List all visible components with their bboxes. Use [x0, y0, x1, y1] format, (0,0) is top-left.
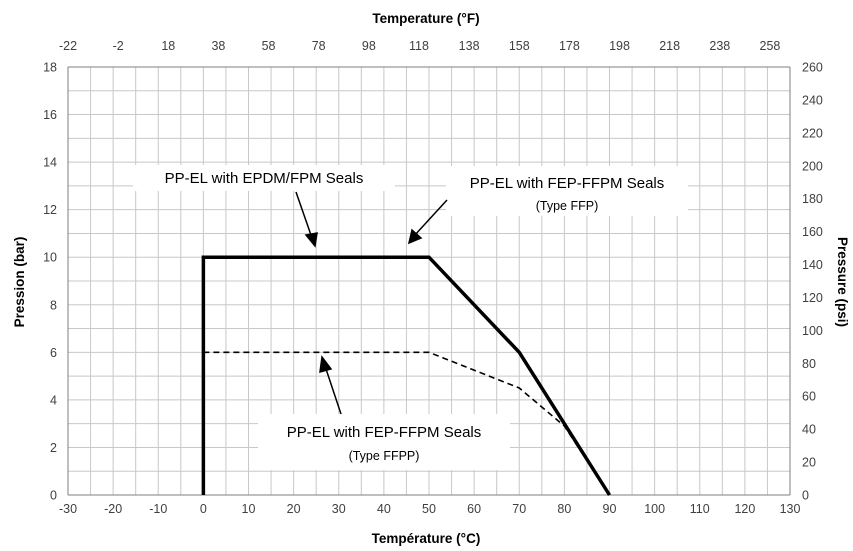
y-tick-label: 8	[50, 298, 57, 312]
x-tick-label: 70	[512, 502, 526, 516]
y2-axis-title: Pressure (psi)	[835, 237, 850, 327]
x2-tick-label: 218	[659, 39, 680, 53]
y2-tick-label: 80	[802, 357, 816, 371]
x-tick-label: -30	[59, 502, 77, 516]
x-tick-label: 90	[603, 502, 617, 516]
x-tick-label: 30	[332, 502, 346, 516]
y-tick-label: 6	[50, 346, 57, 360]
x2-tick-label: 38	[211, 39, 225, 53]
x2-axis-title: Temperature (°F)	[372, 11, 479, 26]
arrow-2-head	[407, 228, 423, 245]
y2-tick-label: 260	[802, 61, 823, 75]
x2-tick-label: 98	[362, 39, 376, 53]
arrow-3-head	[319, 355, 333, 374]
callout-fep-ffpm-ffp: PP-EL with FEP-FFPM Seals (Type FFP)	[446, 166, 688, 216]
x-tick-label: 20	[287, 502, 301, 516]
arrow-2	[413, 199, 448, 237]
callout-box	[258, 414, 510, 470]
callout-label: PP-EL with EPDM/FPM Seals	[165, 170, 364, 187]
x-tick-label: 120	[734, 502, 755, 516]
y2-tick-label: 120	[802, 291, 823, 305]
x-tick-label: 60	[467, 502, 481, 516]
x-tick-label: 40	[377, 502, 391, 516]
x-tick-label: 50	[422, 502, 436, 516]
y2-tick-label: 240	[802, 93, 823, 107]
callout-label: PP-EL with FEP-FFPM Seals	[287, 424, 482, 441]
x-tick-label: 10	[242, 502, 256, 516]
callout-fep-ffpm-ffpp: PP-EL with FEP-FFPM Seals (Type FFPP)	[258, 414, 510, 470]
x2-tick-label: 258	[760, 39, 781, 53]
x-tick-label: 0	[200, 502, 207, 516]
series-line-solid	[201, 255, 611, 496]
series-layer	[201, 255, 611, 496]
x-tick-label: 100	[644, 502, 665, 516]
y-tick-label: 0	[50, 489, 57, 503]
x-tick-label: -20	[104, 502, 122, 516]
arrow-1	[295, 191, 313, 239]
x2-tick-label: 198	[609, 39, 630, 53]
x2-tick-label: -2	[113, 39, 124, 53]
callout-sublabel: (Type FFPP)	[349, 449, 420, 463]
x2-tick-label: 58	[262, 39, 276, 53]
arrow-1-head	[304, 232, 318, 248]
y2-tick-label: 20	[802, 456, 816, 470]
callout-box	[133, 165, 395, 191]
y2-tick-label: 160	[802, 225, 823, 239]
y-tick-label: 4	[50, 393, 57, 407]
x2-tick-label: 238	[709, 39, 730, 53]
x-tick-label: -10	[149, 502, 167, 516]
x-tick-label: 130	[780, 502, 801, 516]
y-axis-title: Pression (bar)	[12, 237, 27, 328]
y2-tick-label: 180	[802, 192, 823, 206]
y2-tick-label: 200	[802, 159, 823, 173]
y-tick-label: 18	[43, 61, 57, 75]
x2-tick-label: 178	[559, 39, 580, 53]
y-tick-label: 12	[43, 203, 57, 217]
y-tick-label: 16	[43, 108, 57, 122]
y-tick-label: 14	[43, 156, 57, 170]
series-line-dashed	[203, 351, 611, 496]
y2-tick-label: 40	[802, 423, 816, 437]
callout-arrows	[295, 191, 448, 415]
x-axis-title: Température (°C)	[372, 531, 481, 546]
x2-tick-label: 158	[509, 39, 530, 53]
y-tick-label: 10	[43, 251, 57, 265]
y2-tick-label: 60	[802, 390, 816, 404]
x2-tick-label: 118	[409, 39, 429, 53]
x2-tick-label: -22	[59, 39, 77, 53]
arrow-3	[324, 365, 342, 415]
axes-layer: -30 -20 -10 0 10 20 30 40 50 60 70 80 90 100 110 120 130…	[43, 39, 823, 516]
x2-tick-label: 138	[459, 39, 480, 53]
y2-tick-label: 100	[802, 324, 823, 338]
y-tick-label: 2	[50, 441, 57, 455]
x2-tick-label: 18	[161, 39, 175, 53]
callout-box	[446, 166, 688, 216]
callout-label: PP-EL with FEP-FFPM Seals	[470, 175, 665, 192]
x2-tick-label: 78	[312, 39, 326, 53]
x-tick-label: 80	[557, 502, 571, 516]
callout-sublabel: (Type FFP)	[536, 199, 599, 213]
y2-tick-label: 0	[802, 489, 809, 503]
x-tick-label: 110	[690, 502, 710, 516]
y2-tick-label: 220	[802, 126, 823, 140]
y2-tick-label: 140	[802, 258, 823, 272]
callout-epdm-fpm: PP-EL with EPDM/FPM Seals	[133, 165, 395, 191]
